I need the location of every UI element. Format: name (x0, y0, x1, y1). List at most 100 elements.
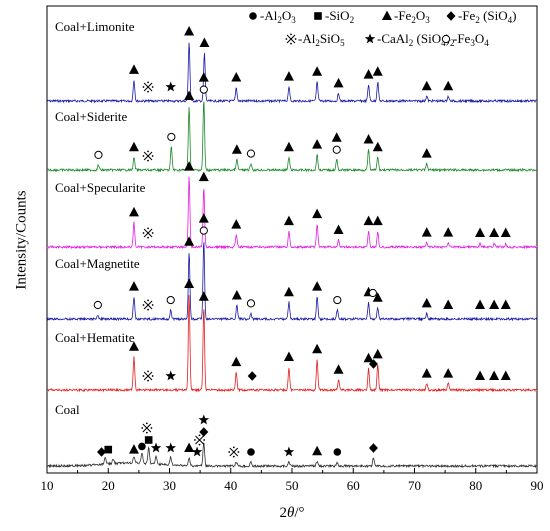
peak-marker-circle (199, 85, 208, 94)
peak-marker-triangle (198, 72, 209, 82)
peak-marker-triangle (312, 445, 323, 456)
peak-marker-star (150, 442, 162, 453)
legend-filled-triangle-icon (382, 10, 392, 20)
x-axis-title: 2θ/° (279, 505, 304, 521)
legend-filled-circle-icon (249, 12, 257, 20)
peak-marker-triangle (363, 134, 374, 144)
peak-marker-triangle (199, 37, 210, 47)
legend-filled-diamond-icon (446, 11, 456, 21)
peak-marker-triangle (421, 368, 432, 378)
peak-marker-triangle (489, 227, 500, 237)
x-tick-label: 90 (531, 478, 544, 493)
legend-filled-square-icon (314, 12, 322, 20)
peak-marker-triangle (128, 64, 139, 74)
peak-marker-diamond (97, 447, 107, 457)
x-tick-label: 60 (347, 478, 360, 493)
peak-marker-triangle (372, 215, 383, 226)
peak-marker-circle (246, 149, 256, 158)
peak-marker-triangle (312, 66, 323, 76)
legend-label: -Fe2O3 (394, 8, 430, 25)
peak-marker-triangle (372, 348, 383, 359)
legend-label: -Al2O3 (260, 8, 296, 25)
x-axis: 10 20 30 40 50 60 70 80 90 (41, 468, 544, 493)
plot-frame (46, 5, 538, 474)
peak-marker-refmark (142, 150, 154, 162)
legend-label: -Fe3O4 (453, 31, 489, 48)
peak-marker-triangle (489, 370, 500, 380)
peak-marker-triangle (500, 299, 511, 309)
peak-marker-triangle (333, 77, 344, 88)
x-tick-label: 70 (408, 478, 421, 493)
traces-layer (46, 42, 538, 469)
trace-coal-hematite (46, 295, 538, 393)
x-tick-label: 40 (224, 478, 237, 493)
x-tick-label: 80 (469, 478, 482, 493)
peak-marker-circle (247, 448, 255, 456)
peak-marker-refmark (194, 434, 206, 446)
peak-marker-refmark (142, 299, 154, 311)
peak-marker-triangle (363, 69, 374, 79)
trace-coal-limonite (46, 42, 537, 104)
peak-marker-triangle (184, 278, 195, 288)
panel-label: Coal+Magnetite (55, 256, 140, 271)
peak-marker-triangle (443, 80, 454, 91)
legend-label: -Al2SiO5 (298, 31, 345, 48)
peak-marker-star (165, 442, 176, 453)
peak-marker-circle (94, 150, 103, 159)
peak-marker-triangle (475, 370, 486, 380)
peak-marker-triangle (128, 141, 139, 152)
peak-marker-triangle (198, 171, 209, 182)
panel-label: Coal+Siderite (55, 109, 128, 124)
peak-marker-refmark (142, 227, 154, 239)
peak-marker-circle (368, 288, 377, 298)
x-tick-label: 20 (102, 478, 115, 493)
trace-coal-specularite (46, 176, 538, 250)
peak-marker-circle (333, 295, 342, 305)
peak-marker-triangle (331, 132, 342, 142)
legend-filled-star-icon (364, 33, 376, 44)
peak-marker-triangle (184, 90, 195, 100)
peak-marker-triangle (128, 206, 139, 217)
peak-marker-triangle (421, 80, 432, 91)
panel-label: Coal (55, 402, 80, 417)
x-tick-label: 30 (163, 478, 176, 493)
peak-marker-triangle (500, 370, 511, 380)
peak-marker-triangle (231, 144, 242, 154)
peak-marker-triangle (363, 215, 374, 226)
peak-markers-layer (93, 25, 511, 458)
peak-marker-circle (333, 448, 342, 456)
legend: -Al2O3 -SiO2 -Fe2O3 -Fe2 (SiO4)-Al2SiO5 -CaA… (249, 8, 517, 48)
peak-marker-triangle (489, 299, 500, 309)
peak-marker-triangle (421, 227, 432, 237)
peak-marker-triangle (312, 343, 323, 354)
peak-marker-triangle (283, 215, 294, 226)
peak-marker-triangle (231, 290, 242, 300)
peak-marker-triangle (443, 368, 454, 378)
y-axis-title: Intensity/Counts (13, 190, 29, 289)
peak-marker-triangle (475, 227, 486, 237)
peak-marker-diamond (368, 443, 378, 453)
peak-marker-triangle (443, 299, 454, 309)
peak-marker-star (198, 414, 209, 425)
peak-marker-circle (332, 145, 341, 154)
trace-coal (46, 442, 538, 469)
peak-marker-refmark (141, 422, 153, 434)
peak-marker-circle (166, 295, 175, 305)
peak-marker-triangle (231, 356, 242, 367)
peak-marker-diamond (199, 427, 209, 437)
panel-labels-layer: Coal+Limonite Coal+Siderite Coal+Speculari… (55, 19, 146, 417)
peak-marker-triangle (128, 341, 139, 351)
peak-marker-square (144, 436, 153, 444)
peak-marker-triangle (283, 286, 294, 297)
peak-marker-triangle (363, 352, 374, 363)
peak-marker-triangle (128, 281, 139, 291)
peak-marker-triangle (283, 71, 294, 81)
trace-coal-magnetite (46, 242, 538, 322)
legend-open-circle-icon (441, 34, 451, 44)
peak-marker-refmark (142, 81, 154, 93)
x-tick-label: 10 (41, 478, 54, 493)
peak-marker-square (104, 445, 113, 454)
peak-marker-triangle (443, 227, 454, 237)
peak-marker-star (283, 446, 295, 457)
